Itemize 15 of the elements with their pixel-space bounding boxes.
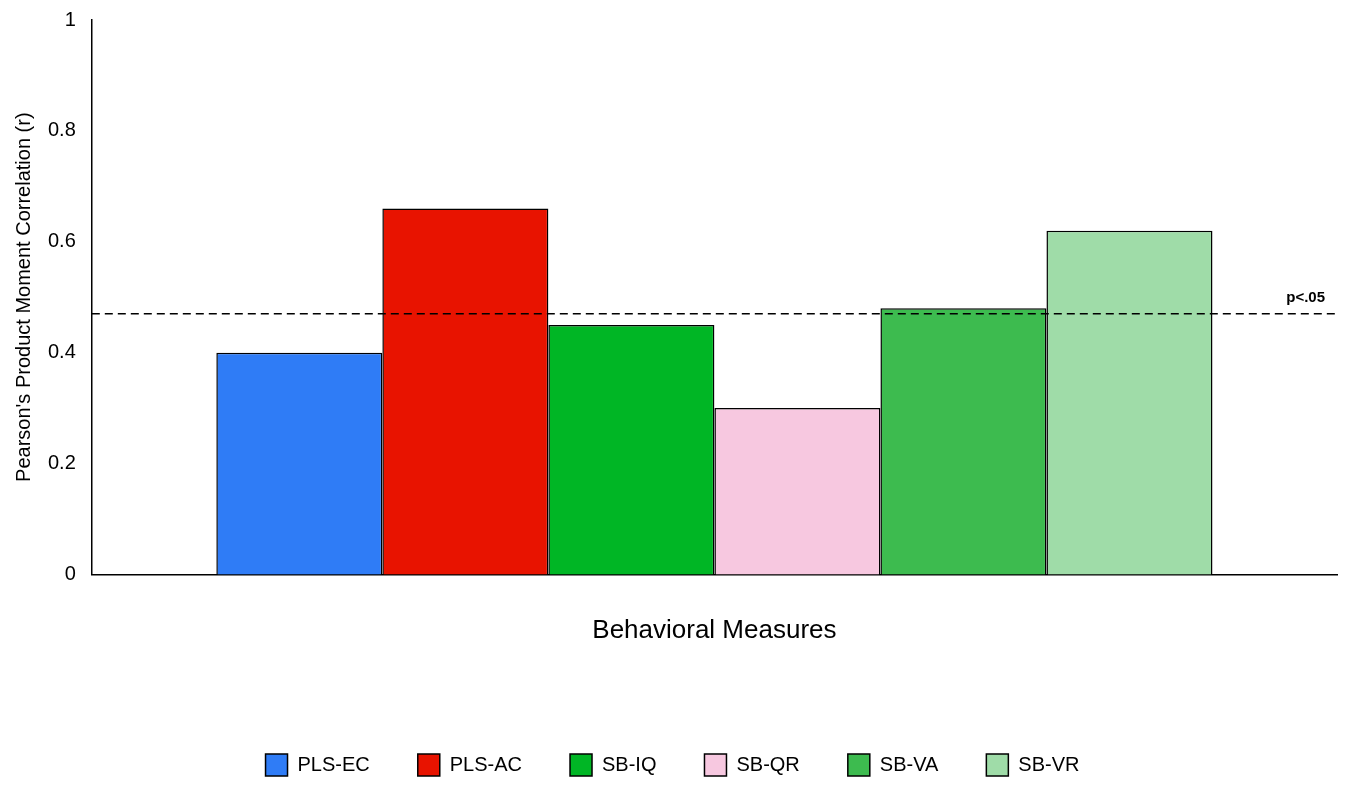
y-axis-title: Pearson's Product Moment Correlation (r) [11, 112, 34, 482]
y-tick-label: 0.8 [47, 118, 76, 141]
y-tick-label: 0 [64, 561, 76, 584]
y-tick-label: 1 [64, 7, 76, 30]
legend-label: SB-QR [736, 752, 800, 775]
y-tick-label: 0.2 [47, 451, 76, 474]
legend-label: PLS-AC [449, 752, 523, 775]
x-axis-title: Behavioral Measures [592, 613, 837, 644]
legend-label: SB-IQ [602, 752, 657, 775]
y-tick-label: 0.4 [47, 340, 76, 363]
legend-label: SB-VR [1018, 752, 1080, 775]
legend-label: SB-VA [879, 752, 940, 775]
ref-line-label: p<.05 [1286, 288, 1325, 306]
legend-label: PLS-EC [297, 752, 370, 775]
y-tick-label: 0.6 [47, 229, 76, 252]
